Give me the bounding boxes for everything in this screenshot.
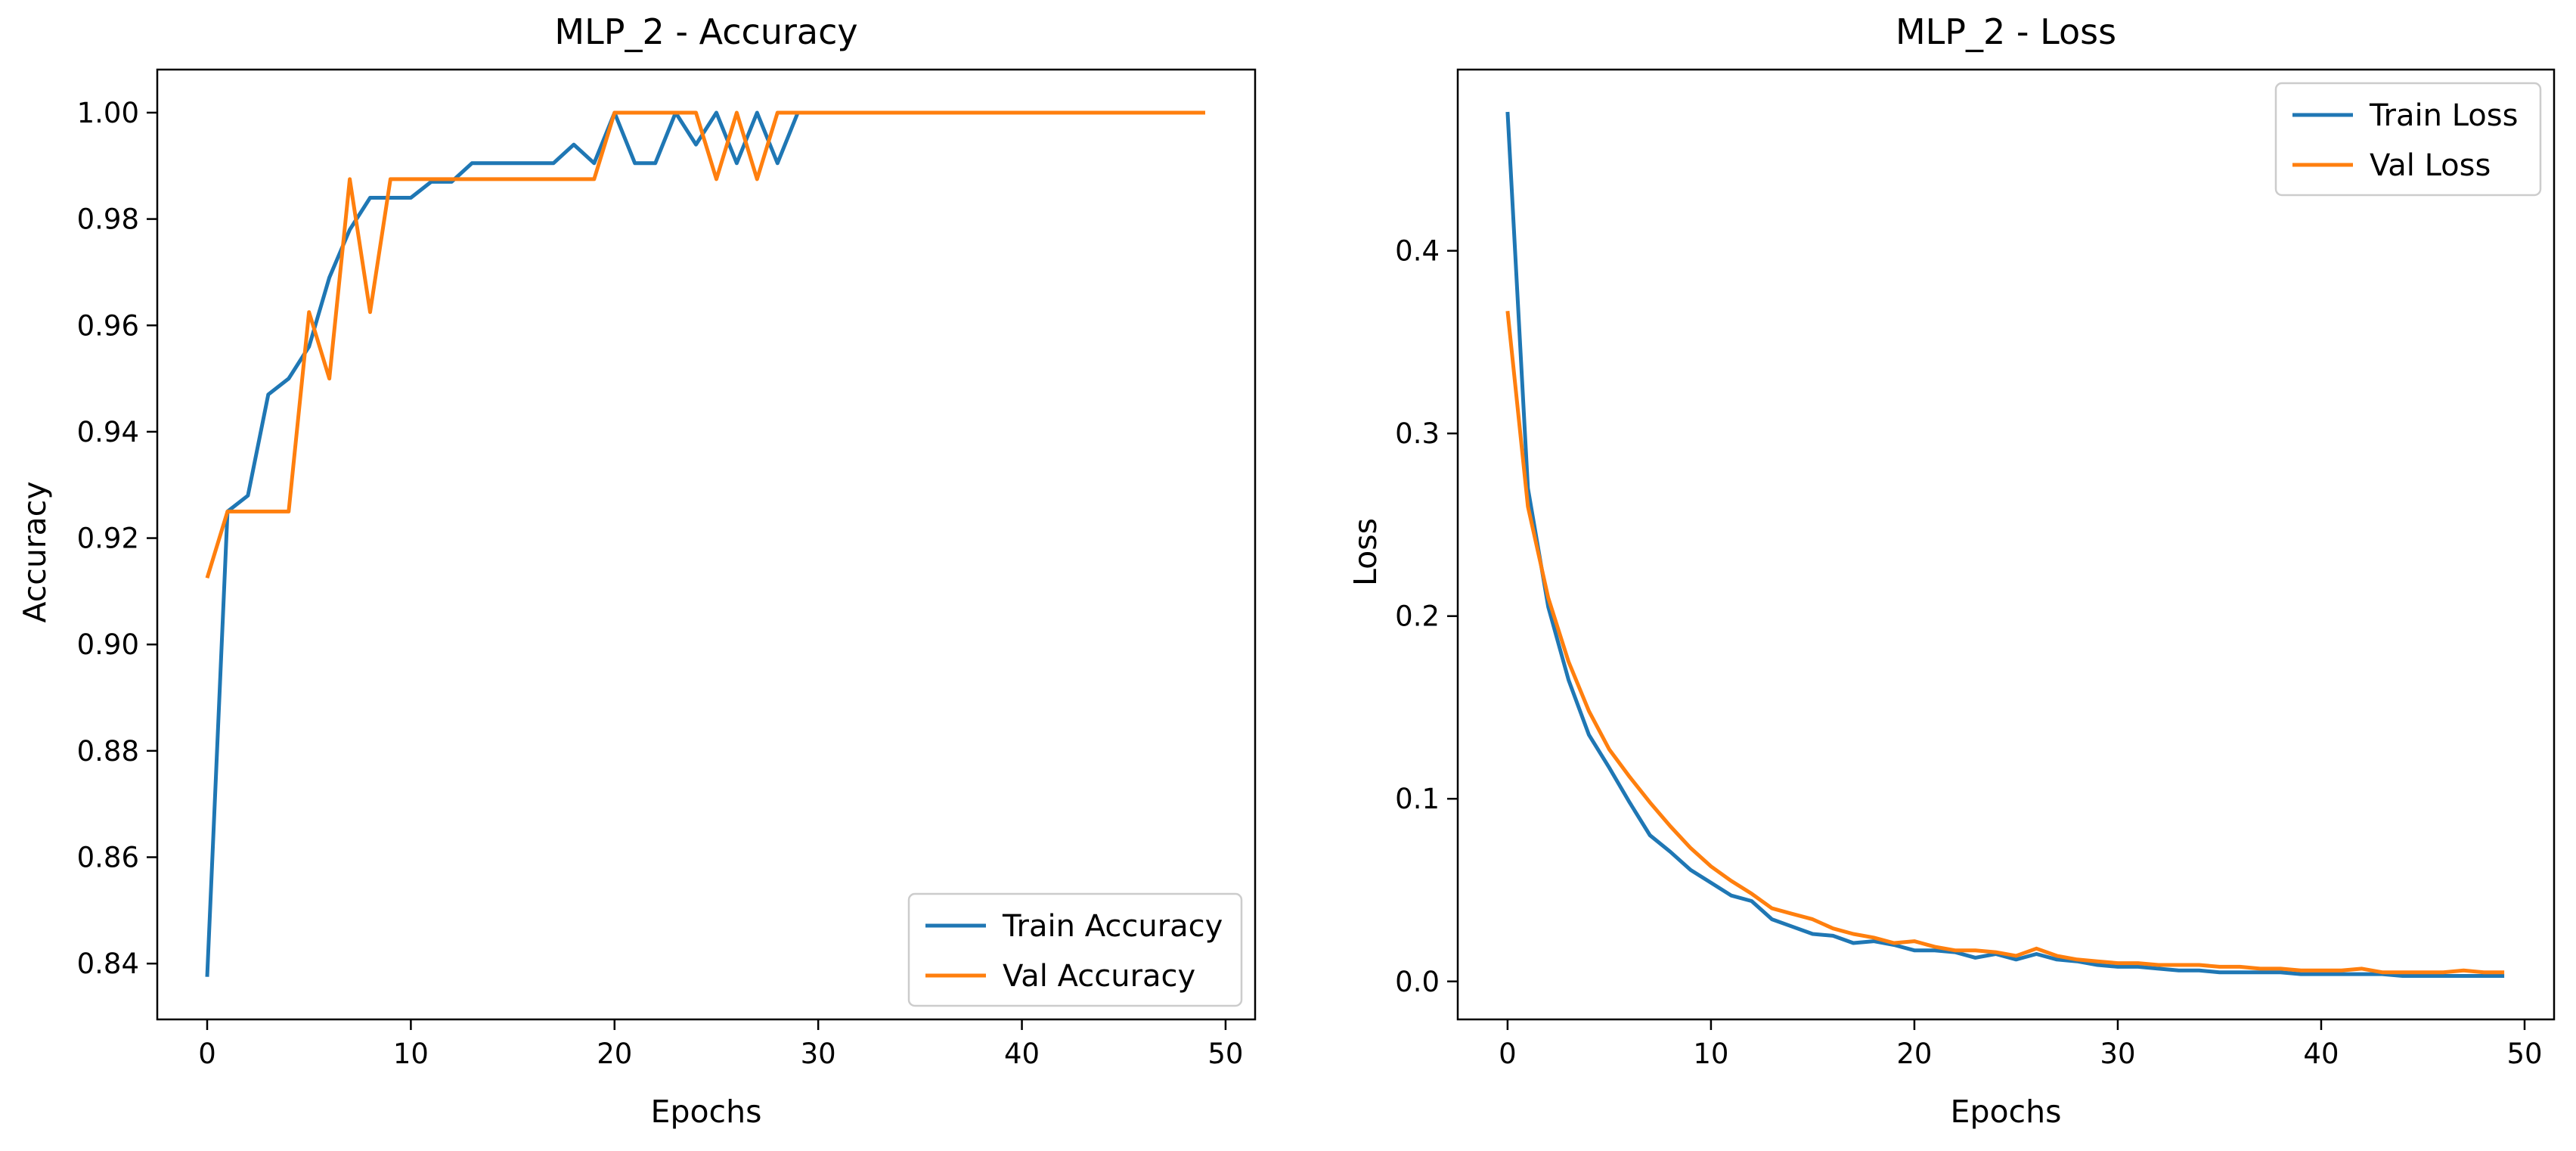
accuracy-legend-label: Val Accuracy [1003,959,1195,994]
loss-plot-frame [1456,68,2556,1021]
loss-y-tick-label: 0.4 [1395,235,1440,268]
accuracy-series [205,110,1205,977]
accuracy-x-tick-label: 40 [1004,1038,1040,1070]
loss-legend: Train Loss Val Loss [2274,82,2542,197]
loss-legend-label: Train Loss [2369,98,2518,133]
accuracy-y-tick-label: 0.96 [77,309,139,342]
loss-series-train-loss-line [1505,111,2505,978]
loss-series [1505,111,2505,978]
accuracy-legend-box [907,892,1243,1007]
loss-x-tick-label: 10 [1693,1038,1728,1070]
loss-y-tick-label: 0.2 [1395,600,1440,633]
accuracy-x-tick-label: 10 [393,1038,429,1070]
accuracy-y-tick-label: 0.84 [77,948,139,980]
accuracy-y-tick-label: 0.94 [77,416,139,448]
loss-ticks: 0 10 20 30 40 50 0.0 0.1 0.2 0.3 0.4 [1395,235,2542,1070]
accuracy-y-tick-label: 0.98 [77,203,139,236]
accuracy-y-tick-label: 0.88 [77,735,139,768]
accuracy-plot-frame [156,68,1257,1021]
accuracy-y-tick-label: 0.86 [77,842,139,874]
accuracy-x-tick-label: 30 [801,1038,836,1070]
loss-legend-label: Val Loss [2370,148,2491,183]
accuracy-series-train-accuracy-line [205,110,1205,977]
accuracy-chart-title: MLP_2 - Accuracy [554,11,857,52]
loss-y-tick-label: 0.3 [1395,417,1440,450]
accuracy-chart: MLP_2 - Accuracy Epochs Accuracy 0 10 20 30… [17,11,1257,1130]
accuracy-ticks: 0 10 20 30 40 50 0.84 0.86 0.88 0.90 0.92 0.94 0.96 0… [77,97,1244,1070]
accuracy-y-axis-label: Accuracy [17,481,53,622]
accuracy-y-tick-label: 0.92 [77,523,139,555]
loss-chart-title: MLP_2 - Loss [1896,11,2116,52]
accuracy-y-tick-label: 0.90 [77,628,139,661]
loss-x-tick-label: 30 [2100,1038,2135,1070]
loss-y-tick-label: 0.0 [1395,966,1440,998]
accuracy-y-tick-label: 1.00 [77,97,139,129]
loss-y-axis-label: Loss [1347,518,1384,586]
loss-x-tick-label: 20 [1896,1038,1932,1070]
loss-legend-box [2274,82,2542,197]
loss-x-tick-label: 0 [1499,1038,1517,1070]
loss-y-tick-label: 0.1 [1395,783,1440,815]
loss-chart: MLP_2 - Loss Epochs Loss 0 10 20 30 40 500.00… [1347,11,2556,1130]
accuracy-x-tick-label: 50 [1207,1038,1243,1070]
accuracy-legend: Train Accuracy Val Accuracy [907,892,1243,1007]
loss-x-tick-label: 50 [2506,1038,2542,1070]
loss-x-tick-label: 40 [2303,1038,2339,1070]
accuracy-x-axis-label: Epochs [651,1094,762,1130]
accuracy-x-tick-label: 20 [597,1038,632,1070]
loss-series-val-loss-line [1505,311,2505,975]
accuracy-x-tick-label: 0 [198,1038,216,1070]
accuracy-legend-label: Train Accuracy [1002,909,1223,944]
loss-x-axis-label: Epochs [1951,1094,2062,1130]
accuracy-series-val-accuracy-line [205,110,1205,579]
